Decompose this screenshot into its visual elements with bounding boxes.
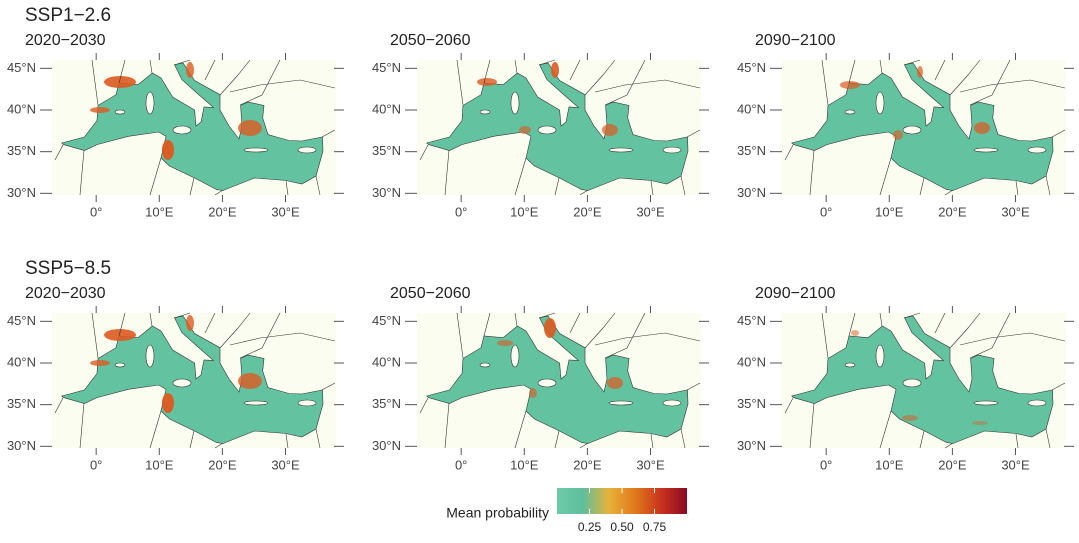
lat-label: 30°N xyxy=(737,185,766,200)
hotspot xyxy=(602,124,618,136)
lat-label: 30°N xyxy=(372,185,401,200)
lat-label: 30°N xyxy=(372,438,401,453)
hotspot xyxy=(519,126,531,134)
period-title: 2090−2100 xyxy=(755,32,836,49)
lon-label: 10°E xyxy=(510,204,539,219)
lat-label: 40°N xyxy=(7,101,36,116)
hotspot xyxy=(238,120,262,136)
lat-label: 30°N xyxy=(737,438,766,453)
lat-label: 40°N xyxy=(372,354,401,369)
hotspot xyxy=(529,388,537,398)
lat-label: 40°N xyxy=(737,101,766,116)
lon-label: 20°E xyxy=(938,204,967,219)
lon-label: 30°E xyxy=(1001,457,1030,472)
scenario-title: SSP5−8.5 xyxy=(25,258,111,279)
lon-label: 30°E xyxy=(271,457,300,472)
lon-label: 0° xyxy=(455,457,467,472)
lat-label: 45°N xyxy=(7,313,36,328)
map-panel: 2050−2060 30°N 35°N 40°N 45°N 0° 10°E 20°E 30°E xyxy=(372,32,709,219)
lat-label: 40°N xyxy=(7,354,36,369)
hotspot xyxy=(917,66,923,78)
lon-label: 10°E xyxy=(145,204,174,219)
lon-label: 10°E xyxy=(875,457,904,472)
colorbar-label: 0.25 xyxy=(578,520,602,534)
lat-label: 40°N xyxy=(737,354,766,369)
hotspot xyxy=(851,330,859,336)
lat-label: 35°N xyxy=(372,143,401,158)
hotspot xyxy=(186,62,194,78)
lat-label: 45°N xyxy=(372,60,401,75)
hotspot xyxy=(497,340,513,346)
hotspot xyxy=(544,318,556,338)
hotspot xyxy=(162,393,174,413)
hotspot xyxy=(104,76,136,88)
hotspot xyxy=(972,421,988,425)
lon-label: 0° xyxy=(455,204,467,219)
lat-label: 40°N xyxy=(372,101,401,116)
period-title: 2020−2030 xyxy=(25,32,106,49)
lon-label: 0° xyxy=(820,457,832,472)
lon-label: 20°E xyxy=(573,457,602,472)
hotspot xyxy=(902,415,918,421)
period-title: 2050−2060 xyxy=(390,285,471,302)
lat-label: 45°N xyxy=(7,60,36,75)
hotspot xyxy=(186,315,194,331)
scenario-title: SSP1−2.6 xyxy=(25,5,111,26)
hotspot xyxy=(974,122,990,134)
lat-label: 35°N xyxy=(372,396,401,411)
lat-label: 35°N xyxy=(7,396,36,411)
lon-label: 20°E xyxy=(208,457,237,472)
lat-label: 45°N xyxy=(372,313,401,328)
colorbar-label: 0.75 xyxy=(643,520,667,534)
lon-label: 10°E xyxy=(510,457,539,472)
colorbar-label: 0.50 xyxy=(610,520,634,534)
hotspot xyxy=(90,360,110,366)
period-title: 2020−2030 xyxy=(25,285,106,302)
map-panel: 2090−2100 30°N 35°N 40°N 45°N 0° 10°E 20°E 30°E xyxy=(737,32,1074,219)
hotspot xyxy=(840,81,860,89)
lat-label: 45°N xyxy=(737,313,766,328)
lat-label: 35°N xyxy=(737,143,766,158)
hotspot xyxy=(238,373,262,389)
lon-label: 20°E xyxy=(938,457,967,472)
period-title: 2050−2060 xyxy=(390,32,471,49)
lon-label: 0° xyxy=(90,457,102,472)
hotspot xyxy=(893,130,903,140)
lon-label: 30°E xyxy=(271,204,300,219)
lon-label: 30°E xyxy=(1001,204,1030,219)
hotspot xyxy=(90,107,110,113)
lon-label: 0° xyxy=(90,204,102,219)
legend-title: Mean probability xyxy=(446,505,549,521)
lat-label: 30°N xyxy=(7,185,36,200)
lat-label: 35°N xyxy=(737,396,766,411)
lon-label: 30°E xyxy=(636,457,665,472)
hotspot xyxy=(551,62,559,78)
map-panel: 2090−2100 30°N 35°N 40°N 45°N 0° 10°E 20°E 30°E xyxy=(737,285,1074,472)
map-panel: 2020−2030 30°N 35°N 40°N 45°N 0° 10°E 20°E 30°E xyxy=(7,32,344,219)
lon-label: 20°E xyxy=(208,204,237,219)
lat-label: 45°N xyxy=(737,60,766,75)
lon-label: 30°E xyxy=(636,204,665,219)
lon-label: 20°E xyxy=(573,204,602,219)
hotspot xyxy=(104,329,136,341)
period-title: 2090−2100 xyxy=(755,285,836,302)
lon-label: 10°E xyxy=(145,457,174,472)
lon-label: 10°E xyxy=(875,204,904,219)
lat-label: 35°N xyxy=(7,143,36,158)
hotspot xyxy=(607,377,623,389)
hotspot xyxy=(477,78,497,86)
lon-label: 0° xyxy=(820,204,832,219)
map-panel: 2050−2060 30°N 35°N 40°N 45°N 0° 10°E 20°E 30°E xyxy=(372,285,709,472)
map-panel: 2020−2030 30°N 35°N 40°N 45°N 0° 10°E 20°E 30°E xyxy=(7,285,344,472)
lat-label: 30°N xyxy=(7,438,36,453)
hotspot xyxy=(162,140,174,160)
